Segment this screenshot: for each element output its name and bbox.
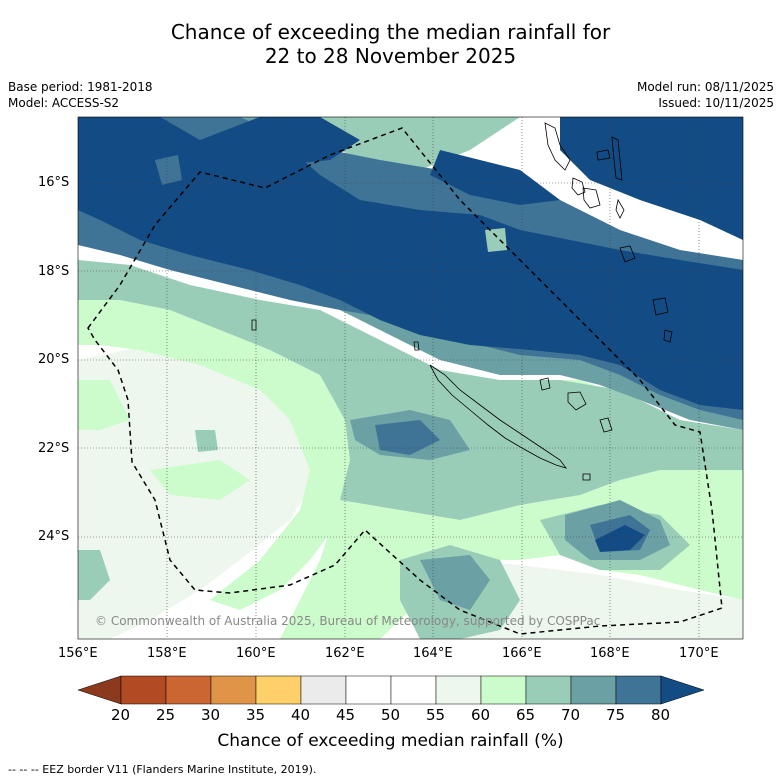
colorbar-level: 30 bbox=[201, 706, 221, 724]
eez-border bbox=[87, 127, 723, 635]
lon-label: 156°E bbox=[58, 646, 98, 661]
colorbar-level: 55 bbox=[426, 706, 446, 724]
colorbar-level: 60 bbox=[471, 706, 491, 724]
issued-date: Issued: 10/11/2025 bbox=[658, 96, 774, 110]
rainfall-contours bbox=[78, 117, 743, 639]
eez-legend-note: -- -- -- EEZ border V11 (Flanders Marine… bbox=[8, 763, 317, 776]
colorbar-level: 75 bbox=[606, 706, 626, 724]
lat-label: 24°S bbox=[38, 529, 70, 544]
model-run: Model run: 08/11/2025 bbox=[636, 80, 774, 94]
colorbar-level: 20 bbox=[111, 706, 131, 724]
lon-label: 160°E bbox=[236, 646, 276, 661]
coastlines bbox=[251, 122, 673, 481]
base-period: Base period: 1981-2018 bbox=[8, 80, 153, 94]
copyright-notice: © Commonwealth of Australia 2025, Bureau… bbox=[95, 614, 601, 628]
lon-label: 166°E bbox=[502, 646, 542, 661]
lat-label: 22°S bbox=[38, 441, 70, 456]
colorbar-level: 65 bbox=[516, 706, 536, 724]
lat-label: 20°S bbox=[38, 352, 70, 367]
colorbar bbox=[77, 675, 705, 705]
lat-label: 18°S bbox=[38, 264, 70, 279]
lat-label: 16°S bbox=[38, 175, 70, 190]
colorbar-level: 45 bbox=[336, 706, 356, 724]
gridlines bbox=[78, 117, 743, 639]
lon-label: 164°E bbox=[413, 646, 453, 661]
model-name: Model: ACCESS-S2 bbox=[8, 96, 120, 110]
chart-title-line1: Chance of exceeding the median rainfall … bbox=[170, 20, 611, 44]
lon-label: 168°E bbox=[590, 646, 630, 661]
colorbar-level: 35 bbox=[246, 706, 266, 724]
colorbar-level: 25 bbox=[156, 706, 176, 724]
lon-label: 158°E bbox=[147, 646, 187, 661]
colorbar-title: Chance of exceeding median rainfall (%) bbox=[217, 731, 564, 751]
chart-title-line2: 22 to 28 November 2025 bbox=[264, 44, 517, 68]
colorbar-level: 40 bbox=[291, 706, 311, 724]
lon-label: 170°E bbox=[679, 646, 719, 661]
colorbar-level: 50 bbox=[381, 706, 401, 724]
colorbar-level: 70 bbox=[561, 706, 581, 724]
colorbar-level: 80 bbox=[651, 706, 671, 724]
lon-label: 162°E bbox=[325, 646, 365, 661]
